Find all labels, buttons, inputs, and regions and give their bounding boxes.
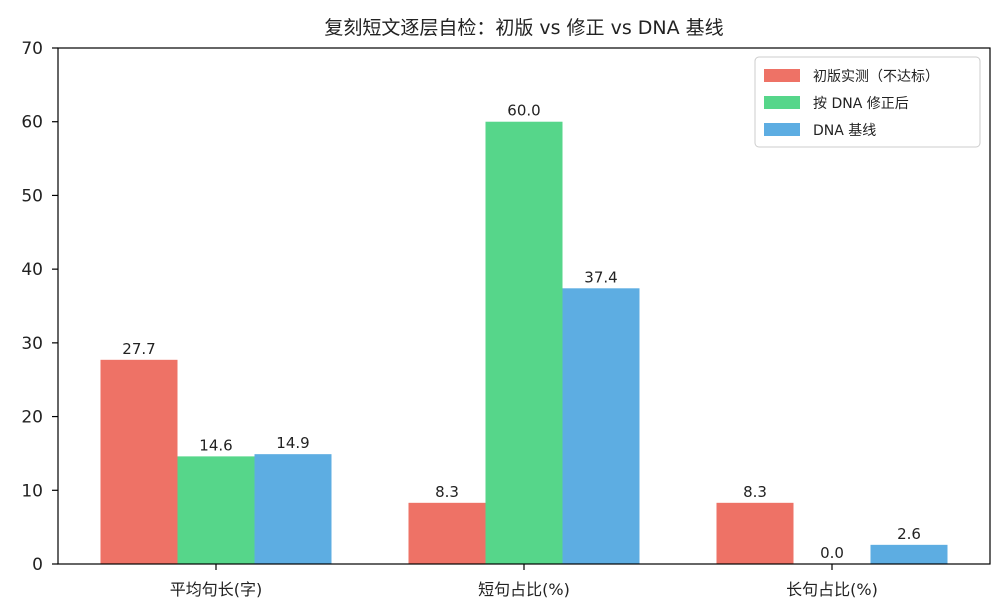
x-tick-label: 长句占比(%) bbox=[786, 580, 878, 599]
value-label: 8.3 bbox=[743, 483, 767, 501]
x-tick-label: 短句占比(%) bbox=[478, 580, 570, 599]
chart-title: 复刻短文逐层自检：初版 vs 修正 vs DNA 基线 bbox=[324, 17, 723, 39]
y-axis: 0 10 20 30 40 50 60 70 bbox=[21, 39, 58, 575]
value-label: 14.9 bbox=[276, 434, 309, 452]
legend-swatch bbox=[764, 96, 800, 109]
bar bbox=[408, 502, 486, 564]
bars-layer bbox=[100, 121, 948, 564]
y-tick-label: 60 bbox=[21, 113, 43, 133]
value-label: 60.0 bbox=[507, 102, 540, 120]
value-label: 8.3 bbox=[435, 483, 459, 501]
value-label: 37.4 bbox=[584, 268, 617, 286]
y-tick-label: 70 bbox=[21, 39, 43, 59]
y-tick-label: 40 bbox=[21, 260, 43, 280]
legend-label: 按 DNA 修正后 bbox=[813, 96, 909, 112]
bar bbox=[100, 359, 178, 564]
legend: 初版实测（不达标） 按 DNA 修正后 DNA 基线 bbox=[754, 56, 981, 148]
bar bbox=[177, 456, 255, 564]
x-tick-label: 平均句长(字) bbox=[170, 580, 263, 599]
y-tick-label: 0 bbox=[32, 555, 43, 575]
value-labels-layer: 27.7 14.6 14.9 8.3 60.0 37.4 8.3 0.0 2.6 bbox=[122, 102, 921, 562]
bar bbox=[870, 544, 948, 564]
y-tick-label: 50 bbox=[21, 186, 43, 206]
y-tick-label: 30 bbox=[21, 334, 43, 354]
x-axis: 平均句长(字) 短句占比(%) 长句占比(%) bbox=[170, 564, 878, 599]
legend-label: 初版实测（不达标） bbox=[813, 68, 939, 85]
legend-label: DNA 基线 bbox=[813, 122, 876, 139]
bar bbox=[485, 121, 563, 564]
y-tick-label: 10 bbox=[21, 481, 43, 501]
legend-box bbox=[754, 56, 981, 148]
value-label: 2.6 bbox=[897, 525, 921, 543]
bar bbox=[716, 502, 794, 564]
legend-swatch bbox=[764, 123, 800, 136]
bar bbox=[562, 288, 640, 564]
value-label: 0.0 bbox=[820, 544, 844, 562]
value-label: 14.6 bbox=[199, 436, 232, 454]
legend-swatch bbox=[764, 69, 800, 82]
bar bbox=[254, 454, 332, 564]
y-tick-label: 20 bbox=[21, 408, 43, 428]
value-label: 27.7 bbox=[122, 340, 155, 358]
